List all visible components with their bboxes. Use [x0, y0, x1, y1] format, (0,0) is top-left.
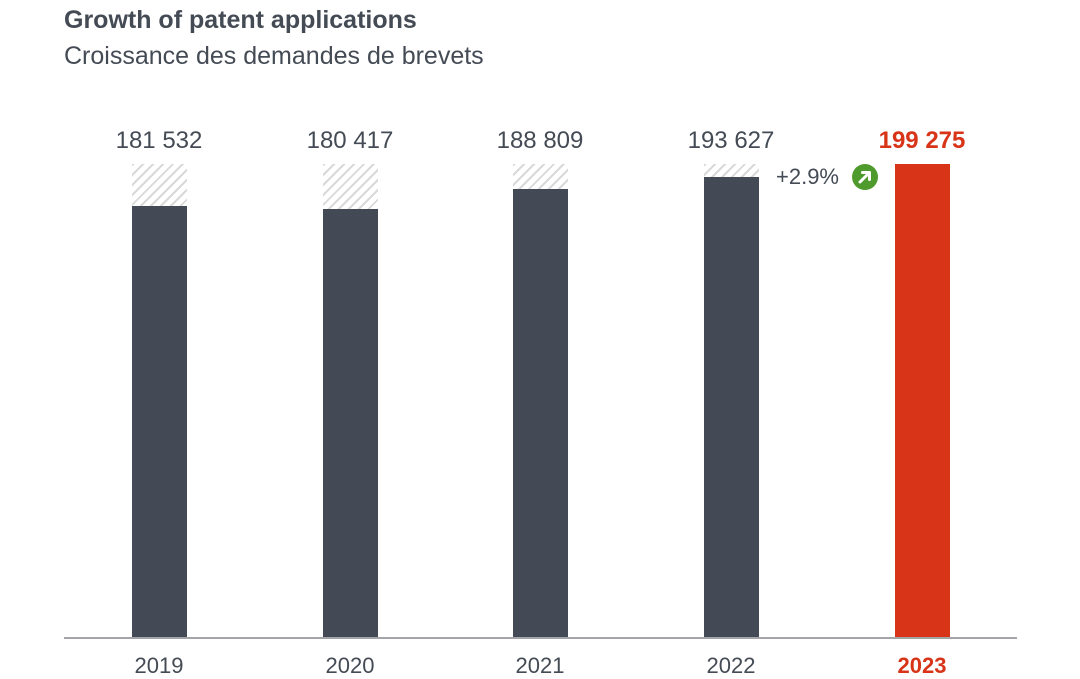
value-label-2022: 193 627 — [687, 127, 775, 154]
value-label-2019: 181 532 — [115, 127, 203, 154]
value-label-2021: 188 809 — [496, 127, 584, 154]
bar-2021 — [513, 189, 568, 638]
x-tick-label-2019: 2019 — [134, 653, 184, 678]
value-label-2020: 180 417 — [306, 127, 394, 154]
growth-label: +2.9% — [776, 164, 839, 189]
reference-hatch — [132, 164, 187, 206]
reference-hatch — [513, 164, 568, 189]
bar-2020 — [323, 209, 378, 638]
value-label-2023: 199 275 — [878, 127, 966, 154]
reference-hatch — [704, 164, 759, 177]
chart-subtitle: Croissance des demandes de brevets — [64, 42, 484, 70]
x-axis-line — [64, 637, 1017, 639]
x-tick-label-2023: 2023 — [897, 653, 947, 678]
chart-title: Growth of patent applications — [64, 6, 417, 34]
bar-2019 — [132, 206, 187, 638]
x-tick-label-2022: 2022 — [706, 653, 756, 678]
reference-hatch — [323, 164, 378, 209]
x-tick-label-2020: 2020 — [325, 653, 375, 678]
arrow-up-right-icon — [852, 164, 878, 190]
bar-2022 — [704, 177, 759, 638]
bar-2023 — [895, 164, 950, 638]
x-tick-label-2021: 2021 — [515, 653, 565, 678]
